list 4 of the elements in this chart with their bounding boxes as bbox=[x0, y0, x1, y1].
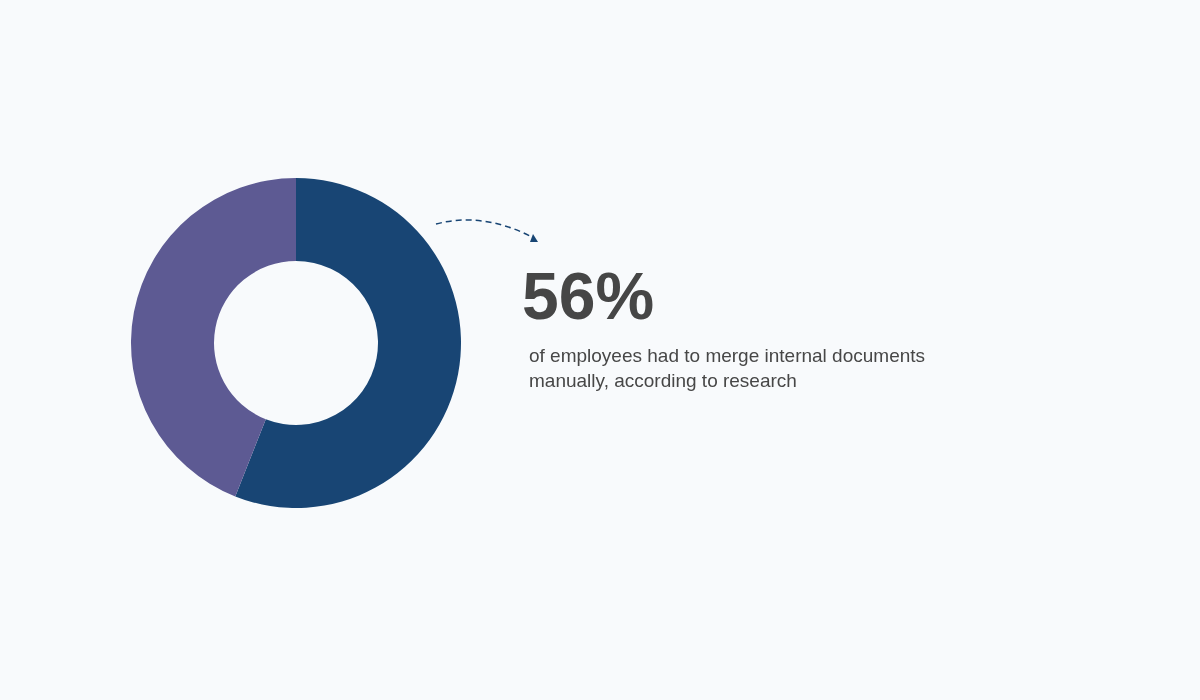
donut-slice bbox=[131, 178, 296, 497]
text: of employees had to merge internal documents manually, according to research bbox=[529, 344, 927, 393]
donut-slice bbox=[235, 178, 461, 508]
data-label: 56% bbox=[522, 258, 655, 334]
